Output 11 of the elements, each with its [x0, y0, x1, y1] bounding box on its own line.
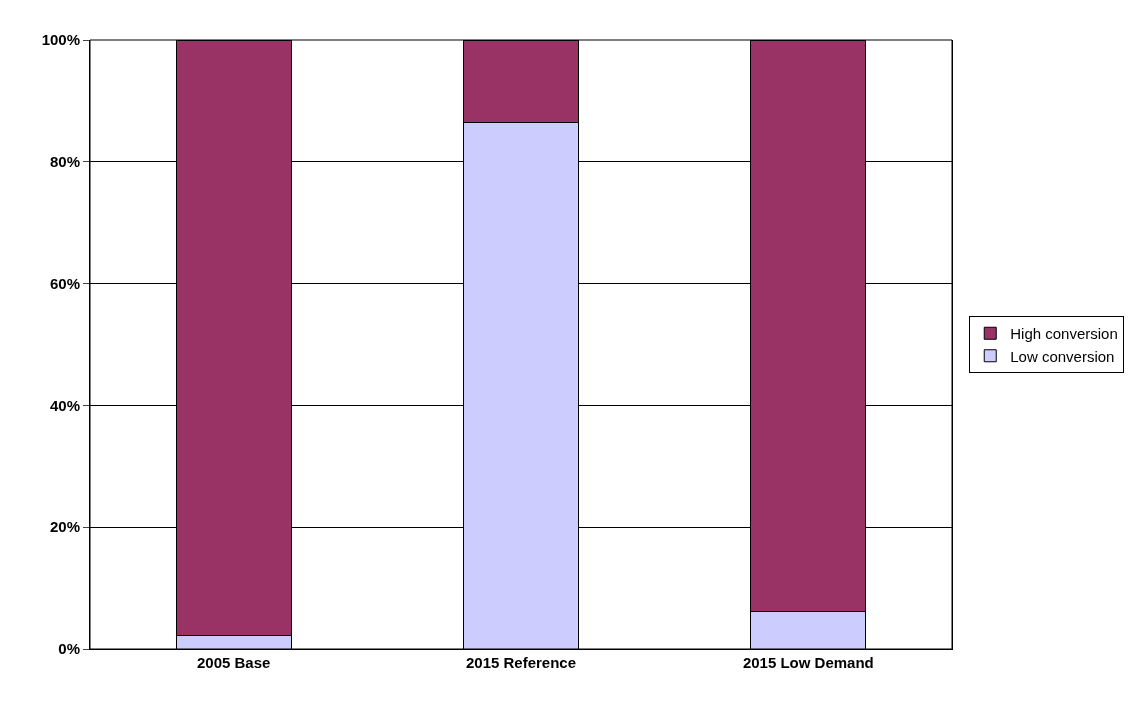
- y-tick-label: 0%: [58, 640, 80, 658]
- x-tick-label: 2015 Low Demand: [742, 654, 874, 671]
- y-tick-label: 100%: [41, 31, 80, 49]
- x-tick-label: 2015 Reference: [465, 654, 577, 671]
- y-tick-label: 60%: [49, 274, 80, 292]
- y-tick-label: 80%: [49, 153, 80, 171]
- x-tick-label: 2005 Base: [196, 654, 271, 671]
- legend-label: Low conversion: [1010, 347, 1115, 365]
- y-tick-label: 20%: [49, 518, 80, 536]
- y-tick-label: 40%: [49, 396, 80, 414]
- legend-label: High conversion: [1010, 325, 1118, 343]
